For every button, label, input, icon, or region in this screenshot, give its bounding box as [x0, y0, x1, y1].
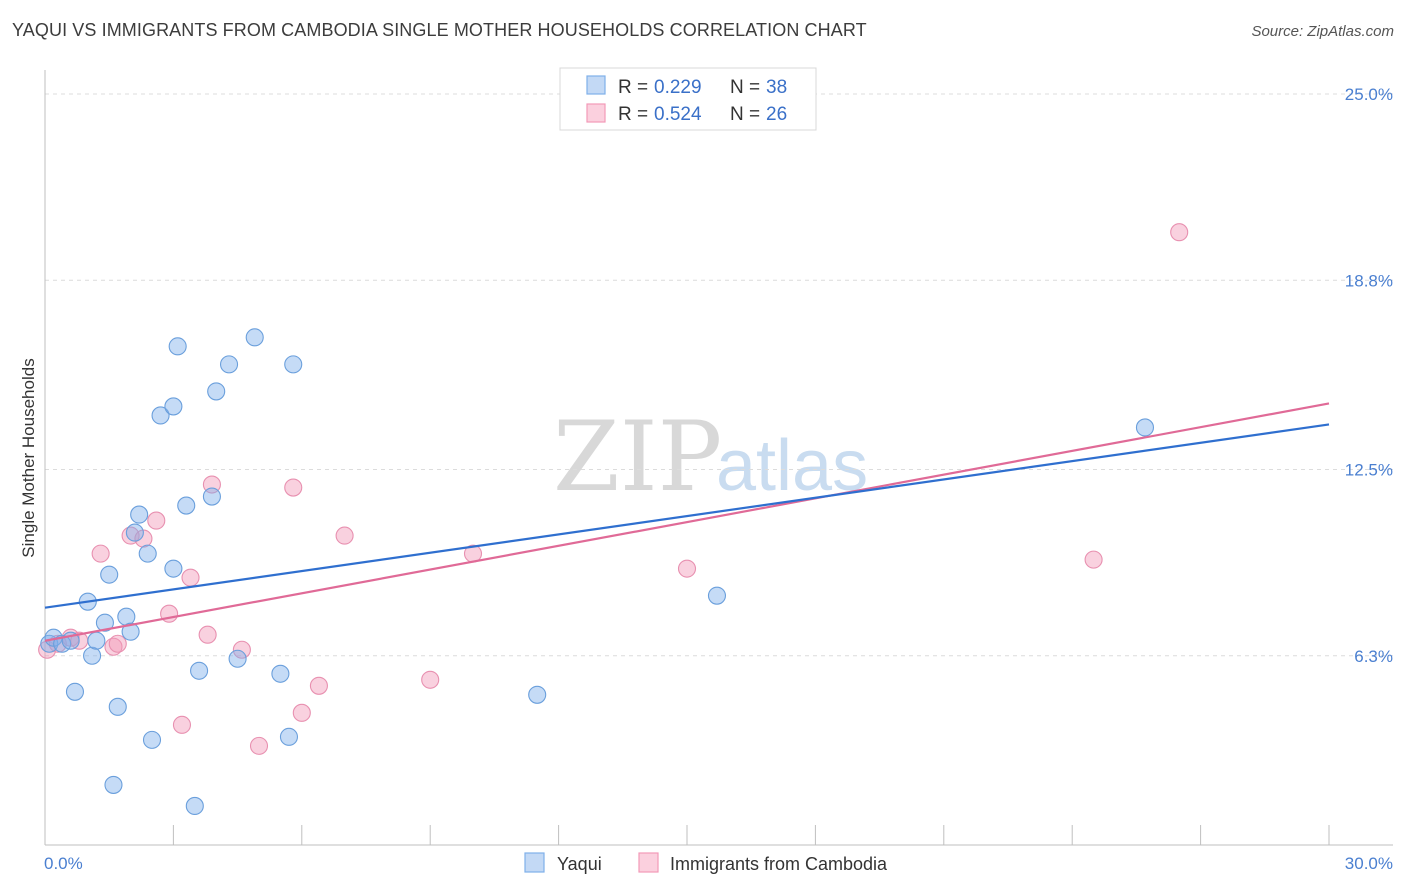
yaqui-point-24 [190, 661, 209, 680]
y-tick-label-3: 25.0% [1345, 85, 1393, 104]
yaqui-point-30 [271, 664, 290, 683]
cambodia-point-13 [198, 625, 217, 644]
yaqui-point-8 [95, 613, 114, 632]
legend-n-label-yaqui: N = [730, 77, 760, 98]
y-tick-label-2: 18.8% [1345, 271, 1393, 290]
axes [44, 70, 1393, 846]
cambodia-point-9 [147, 511, 166, 530]
legend-r-label-cambodia: R = [618, 104, 648, 125]
yaqui-point-35 [1135, 418, 1155, 437]
yaqui-point-9 [100, 565, 119, 584]
legend: R = 0.229 N = 38 R = 0.524 N = 26 [559, 67, 817, 131]
series-cambodia-points [38, 223, 1189, 755]
x-tick-label-max: 30.0% [1345, 854, 1393, 873]
yaqui-point-20 [164, 559, 183, 578]
x-tick-label-min: 0.0% [44, 854, 83, 873]
yaqui-point-31 [279, 727, 299, 746]
bottom-legend-swatch-cambodia [638, 852, 659, 873]
watermark-zip: ZIP [553, 401, 722, 513]
chart-title: YAQUI VS IMMIGRANTS FROM CAMBODIA SINGLE… [12, 20, 867, 40]
yaqui-point-19 [164, 397, 183, 416]
y-axis-label: Single Mother Households [19, 358, 38, 557]
yaqui-point-10 [104, 775, 123, 794]
legend-swatch-yaqui [586, 75, 606, 95]
yaqui-point-26 [207, 382, 226, 401]
trend-line-cambodia [44, 402, 1330, 642]
yaqui-point-18 [151, 406, 170, 425]
yaqui-point-29 [245, 328, 264, 347]
yaqui-point-33 [528, 685, 547, 704]
yaqui-point-6 [83, 646, 102, 665]
cambodia-point-23 [677, 559, 697, 578]
x-ticks [44, 825, 1330, 845]
watermark: ZIP atlas [553, 401, 868, 513]
yaqui-point-13 [121, 622, 140, 641]
bottom-legend-label-yaqui: Yaqui [557, 854, 602, 874]
trend-lines [44, 402, 1330, 642]
cambodia-point-11 [172, 715, 192, 734]
yaqui-point-16 [138, 544, 157, 563]
cambodia-point-12 [181, 568, 200, 587]
yaqui-point-22 [177, 496, 196, 515]
cambodia-point-16 [249, 736, 269, 755]
trend-line-yaqui [44, 423, 1330, 609]
legend-n-label-cambodia: N = [730, 104, 760, 125]
yaqui-point-27 [219, 355, 239, 374]
legend-r-value-cambodia: 0.524 [654, 104, 702, 125]
legend-n-value-cambodia: 26 [766, 104, 787, 125]
cambodia-point-15 [232, 640, 251, 659]
yaqui-point-17 [142, 730, 162, 749]
cambodia-point-18 [292, 703, 311, 722]
yaqui-point-21 [168, 337, 187, 356]
cambodia-point-25 [1170, 223, 1189, 242]
yaqui-point-11 [108, 697, 127, 716]
yaqui-point-23 [185, 796, 204, 815]
yaqui-point-12 [117, 607, 136, 626]
yaqui-point-34 [707, 586, 727, 605]
yaqui-point-15 [130, 505, 149, 524]
legend-n-value-yaqui: 38 [766, 77, 787, 98]
bottom-legend-swatch-yaqui [524, 852, 545, 873]
bottom-legend-label-cambodia: Immigrants from Cambodia [670, 854, 888, 874]
cambodia-point-21 [421, 670, 440, 689]
yaqui-point-4 [65, 682, 85, 701]
legend-swatch-cambodia [586, 103, 606, 123]
cambodia-point-17 [284, 478, 303, 497]
y-tick-label-1: 12.5% [1345, 461, 1393, 480]
yaqui-point-32 [284, 355, 303, 374]
y-tick-label-0: 6.3% [1354, 647, 1393, 666]
bottom-legend: Yaqui Immigrants from Cambodia [524, 852, 888, 874]
source-credit: Source: ZipAtlas.com [1251, 23, 1394, 40]
y-tick-labels: 6.3% 12.5% 18.8% 25.0% [1345, 85, 1393, 666]
yaqui-point-25 [202, 487, 221, 506]
cambodia-point-4 [91, 544, 110, 563]
yaqui-point-28 [228, 649, 247, 668]
cambodia-point-24 [1084, 550, 1103, 569]
cambodia-point-6 [108, 634, 127, 653]
cambodia-point-19 [309, 676, 328, 695]
yaqui-point-7 [87, 631, 106, 650]
gridlines [45, 93, 1393, 657]
yaqui-point-14 [125, 523, 144, 542]
cambodia-point-20 [335, 526, 354, 545]
legend-r-value-yaqui: 0.229 [654, 77, 702, 98]
legend-r-label-yaqui: R = [618, 77, 648, 98]
